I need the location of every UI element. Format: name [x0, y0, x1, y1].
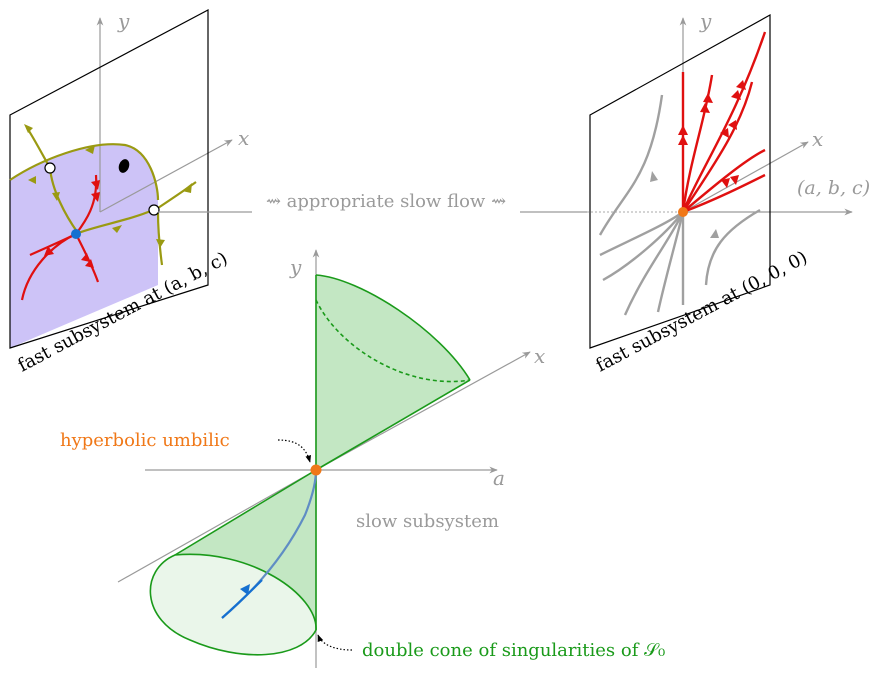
- orange-origin-right: [678, 207, 688, 217]
- right-x-axis: [682, 141, 809, 213]
- label-x-right: x: [812, 127, 823, 151]
- label-x-center: x: [534, 344, 545, 368]
- right-fast-panel: [589, 13, 809, 349]
- left-x-axis: [99, 139, 233, 213]
- center-x-axis-front: [117, 469, 317, 583]
- label-x-left: x: [238, 126, 249, 150]
- upper-cone-fill: [316, 275, 470, 470]
- upper-cone-rim-hidden: [315, 299, 471, 383]
- label-slow-subsystem: slow subsystem: [356, 511, 499, 532]
- label-hyperbolic-umbilic: hyperbolic umbilic: [60, 430, 230, 451]
- label-y-left: y: [117, 9, 130, 33]
- left-panel-frame: [9, 9, 209, 349]
- label-abc: (a, b, c): [797, 177, 870, 199]
- upper-cone-rim: [315, 274, 471, 381]
- saddle-point-2: [148, 204, 160, 216]
- label-a-center: a: [493, 466, 505, 490]
- saddle-point-1: [44, 162, 56, 174]
- label-double-cone: double cone of singularities of 𝒮₀: [362, 640, 665, 661]
- label-slow-flow: ⇝ appropriate slow flow ⇝: [266, 191, 506, 212]
- blue-node: [71, 229, 81, 239]
- right-panel-frame: [589, 13, 771, 349]
- center-x-axis-back: [315, 351, 531, 471]
- hyperbolic-pointer: [277, 439, 311, 463]
- label-y-center: y: [289, 255, 302, 279]
- black-node: [118, 159, 130, 173]
- hyperbolic-umbilic-point: [310, 464, 322, 476]
- lavender-region: [10, 144, 158, 348]
- label-y-right: y: [699, 9, 712, 33]
- left-fast-panel: [9, 9, 233, 349]
- blue-arrowhead: [240, 584, 250, 595]
- double-cone: [117, 249, 531, 668]
- lower-cone-base: [149, 553, 317, 656]
- cone-pointer: [317, 634, 353, 651]
